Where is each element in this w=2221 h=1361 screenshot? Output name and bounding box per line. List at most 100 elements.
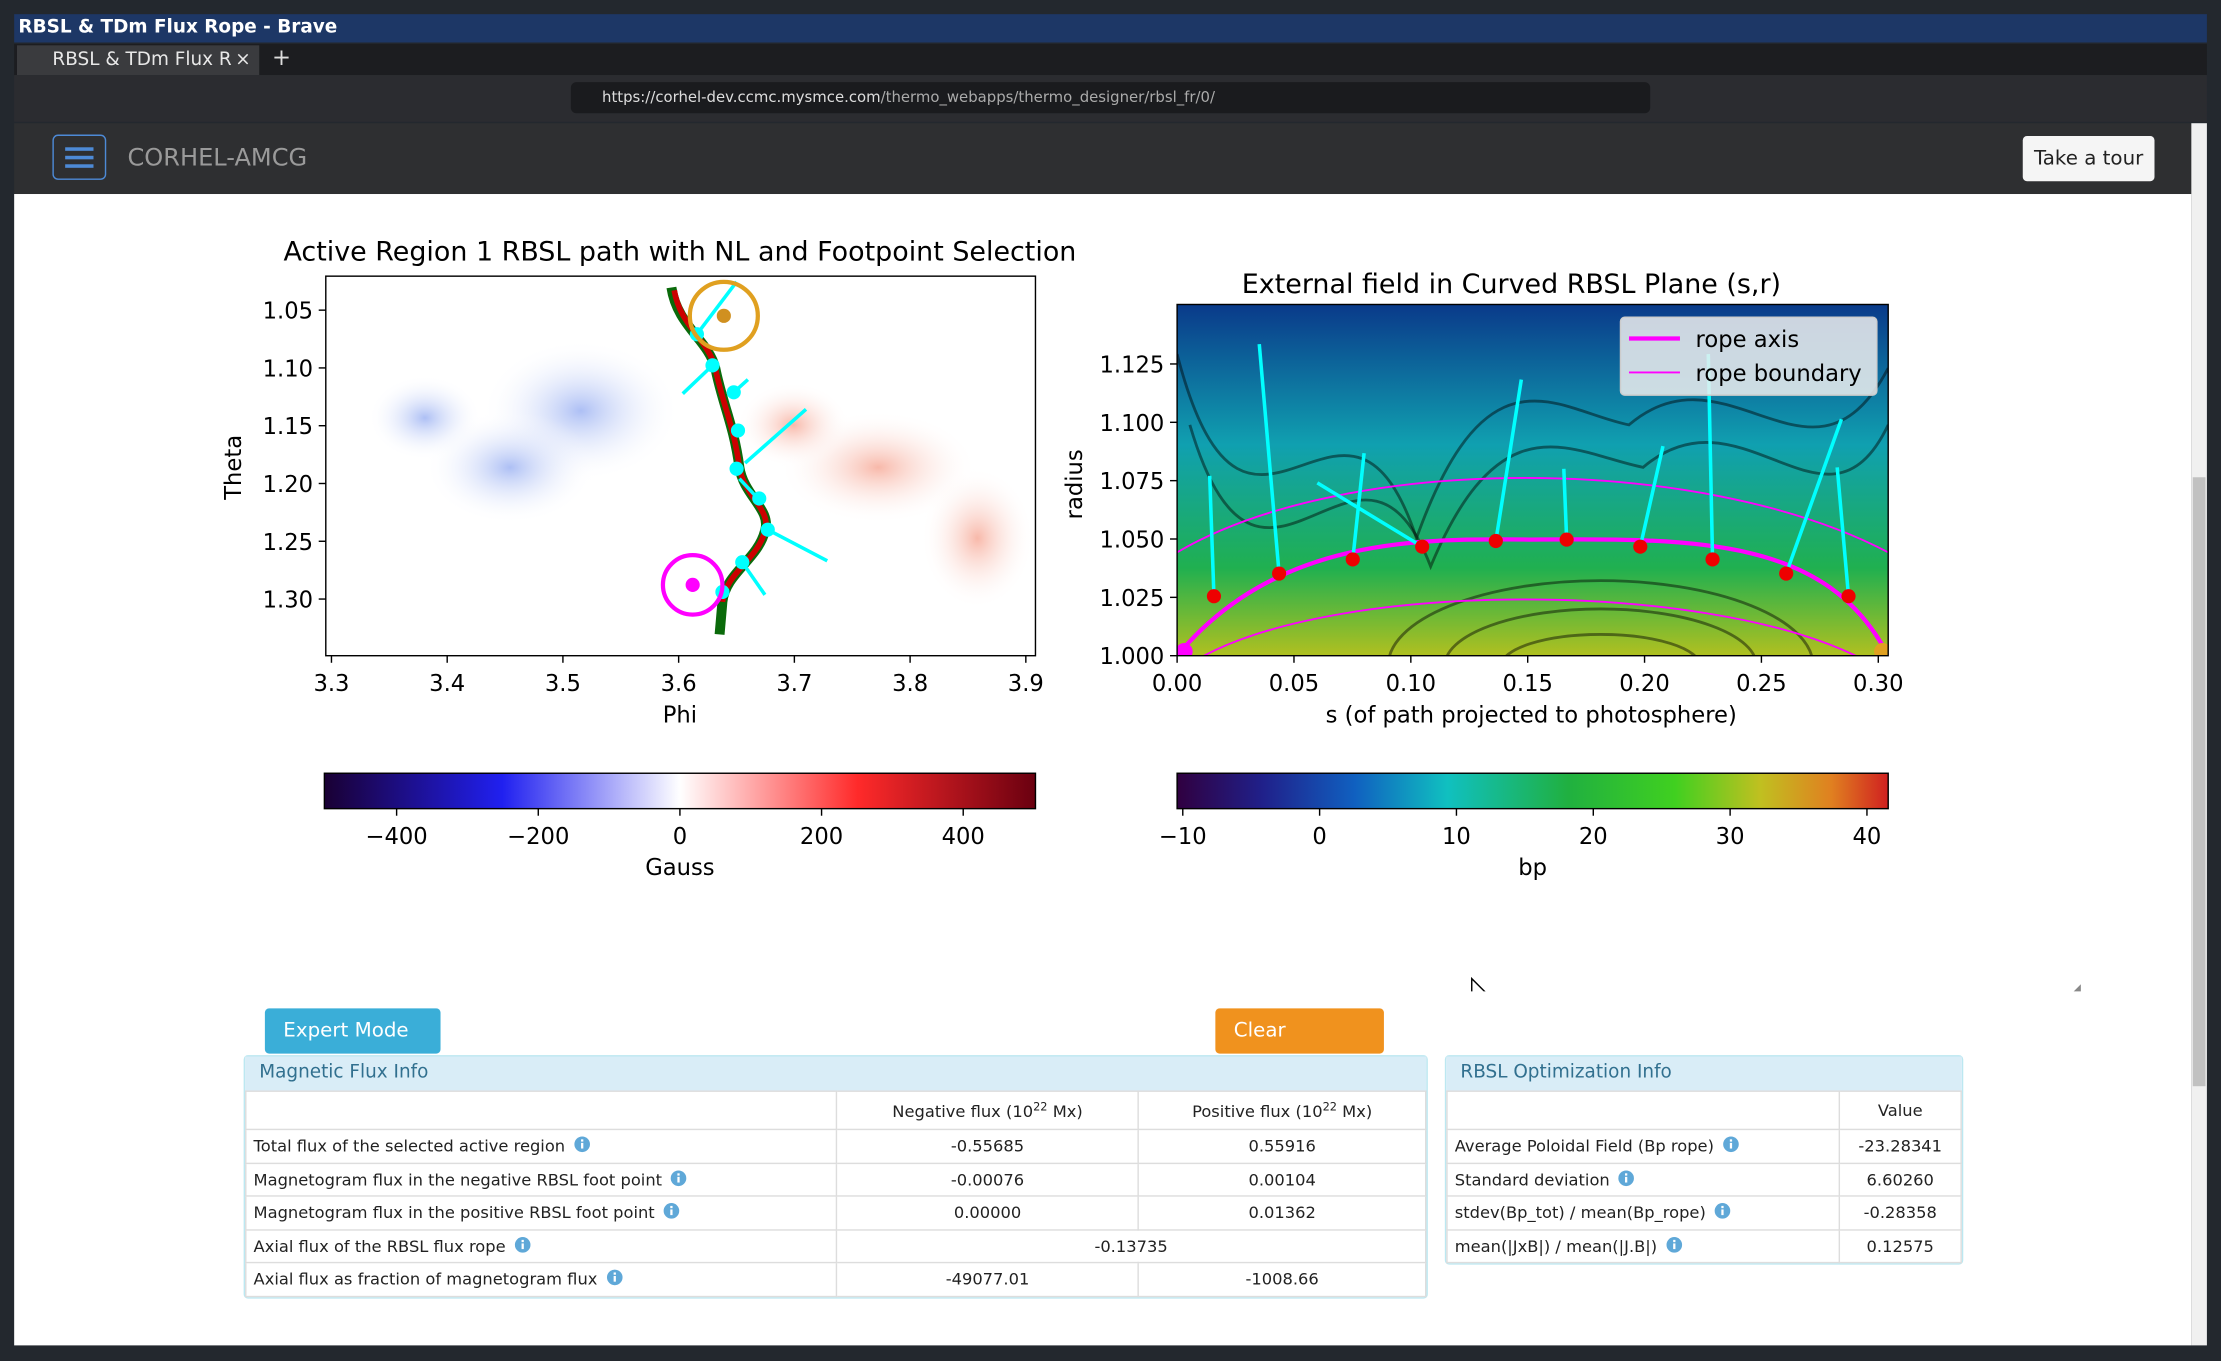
cell-text: -0.13735 bbox=[1094, 1235, 1168, 1256]
x-label: s (of path projected to photosphere) bbox=[1326, 702, 1737, 728]
table-cell: mean(|JxB|) / mean(|J.B|) bbox=[1446, 1228, 1841, 1264]
url-host: https://corhel-dev.ccmc.mysmce.com bbox=[602, 89, 881, 107]
table-cell: 6.60260 bbox=[1838, 1162, 1962, 1197]
navbar: CORHEL-AMCG Take a tour bbox=[14, 123, 2192, 195]
clear-footpoints-button[interactable]: Clear FootPoints bbox=[1215, 1008, 1384, 1088]
y-tick-label: 1.025 bbox=[1099, 586, 1164, 612]
header-sup: 22 bbox=[1322, 1099, 1337, 1113]
x-tick-label: 3.9 bbox=[1008, 671, 1044, 697]
x-tick-label: 0.00 bbox=[1152, 671, 1202, 697]
info-icon[interactable] bbox=[1714, 1203, 1732, 1220]
info-icon[interactable] bbox=[1618, 1169, 1636, 1186]
header-text: Negative flux (10 bbox=[892, 1100, 1034, 1121]
cell-text: -1008.66 bbox=[1245, 1269, 1319, 1290]
new-tab[interactable]: + bbox=[271, 43, 291, 71]
x-tick-label: 3.5 bbox=[545, 671, 581, 697]
table-cell: -1008.66 bbox=[1137, 1261, 1427, 1297]
x-tick-label: 10 bbox=[1442, 824, 1471, 850]
x-tick-label: −10 bbox=[1159, 824, 1207, 850]
table-cell: Axial flux as fraction of magnetogram fl… bbox=[245, 1261, 838, 1297]
cell-text: mean(|JxB|) / mean(|J.B|) bbox=[1454, 1235, 1658, 1256]
table-cell: 0.00104 bbox=[1137, 1162, 1427, 1197]
cell-text: -0.28358 bbox=[1863, 1202, 1937, 1223]
info-icon[interactable] bbox=[514, 1236, 532, 1253]
field-plane bbox=[1177, 304, 1889, 656]
table-cell: Magnetogram flux in the negative RBSL fo… bbox=[245, 1162, 838, 1197]
cell-text: -0.55685 bbox=[950, 1136, 1025, 1156]
plot-title: External field in Curved RBSL Plane (s,r… bbox=[1242, 269, 1781, 300]
x-tick-label: 200 bbox=[800, 824, 843, 850]
header-cell: Value bbox=[1838, 1090, 1962, 1131]
menu-icon bbox=[65, 147, 94, 168]
y-tick-label: 1.100 bbox=[1099, 411, 1164, 437]
button-label: Expert Mode bbox=[283, 1019, 409, 1043]
cell-text: 0.01362 bbox=[1248, 1202, 1316, 1223]
x-tick-label: 30 bbox=[1716, 824, 1745, 850]
cell-text: 0.00000 bbox=[953, 1202, 1022, 1223]
toolbar: https://corhel-dev.ccmc.mysmce.com/therm… bbox=[14, 75, 2207, 122]
colorbar bbox=[323, 772, 1037, 810]
table-cell: 0.55916 bbox=[1137, 1128, 1427, 1164]
table-cell: -0.28358 bbox=[1838, 1195, 1962, 1230]
expert-mode-button[interactable]: Expert Mode bbox=[264, 1008, 441, 1054]
magnetogram bbox=[325, 275, 1037, 657]
y-tick-label: 1.000 bbox=[1099, 644, 1164, 670]
table-row: Total flux of the selected active region… bbox=[245, 1128, 1427, 1164]
x-tick-label: 0.20 bbox=[1619, 671, 1669, 697]
legend: rope axis rope boundary bbox=[1619, 316, 1878, 396]
cell-text: Magnetogram flux in the positive RBSL fo… bbox=[253, 1202, 655, 1223]
y-label: Theta bbox=[221, 435, 247, 501]
scrollbar bbox=[2191, 123, 2207, 1346]
info-icon[interactable] bbox=[574, 1136, 592, 1153]
cell-text: Average Poloidal Field (Bp rope) bbox=[1454, 1136, 1714, 1156]
tab[interactable]: RBSL & TDm Flux R × bbox=[16, 45, 260, 76]
header-text: Positive flux (10 bbox=[1192, 1100, 1323, 1121]
x-tick-label: −200 bbox=[507, 824, 569, 850]
table-row: Magnetogram flux in the positive RBSL fo… bbox=[245, 1195, 1427, 1230]
cell-text: 0.55916 bbox=[1248, 1136, 1316, 1156]
x-tick-label: 0 bbox=[673, 824, 687, 850]
cell-text: -0.00076 bbox=[950, 1169, 1025, 1190]
cell-text: 0.12575 bbox=[1866, 1235, 1934, 1256]
table-cell: Axial flux of the RBSL flux rope bbox=[245, 1228, 838, 1264]
x-tick-label: 20 bbox=[1579, 824, 1608, 850]
table-cell: stdev(Bp_tot) / mean(Bp_rope) bbox=[1446, 1195, 1841, 1230]
panel-title: RBSL Optimization Info bbox=[1446, 1056, 1962, 1091]
resize-handle bbox=[2073, 984, 2081, 992]
table-cell: -0.55685 bbox=[835, 1128, 1140, 1164]
header-text: Mx) bbox=[1047, 1100, 1083, 1121]
cell-text: 6.60260 bbox=[1866, 1169, 1934, 1190]
window-title-bar: RBSL & TDm Flux Rope - Brave bbox=[14, 14, 2207, 43]
header-cell bbox=[245, 1090, 838, 1131]
flux-panel: Magnetic Flux Info Negative flux (1022 M… bbox=[243, 1055, 1428, 1298]
info-icon[interactable] bbox=[1666, 1236, 1684, 1253]
tour-button[interactable]: Take a tour bbox=[2022, 135, 2155, 182]
table-cell: -49077.01 bbox=[835, 1261, 1140, 1297]
x-tick-label: 0.30 bbox=[1853, 671, 1903, 697]
address-bar[interactable]: https://corhel-dev.ccmc.mysmce.com/therm… bbox=[570, 82, 1651, 114]
table-cell: 0.01362 bbox=[1137, 1195, 1427, 1230]
cell-text: -23.28341 bbox=[1858, 1136, 1943, 1156]
cell-text: stdev(Bp_tot) / mean(Bp_rope) bbox=[1454, 1202, 1706, 1223]
scroll-thumb[interactable] bbox=[2192, 477, 2206, 1087]
cell-text: -49077.01 bbox=[945, 1269, 1030, 1290]
x-tick-label: 3.4 bbox=[429, 671, 465, 697]
plot-title: Active Region 1 RBSL path with NL and Fo… bbox=[283, 237, 1076, 268]
brand[interactable]: CORHEL-AMCG bbox=[127, 144, 308, 173]
table-cell: 0.12575 bbox=[1838, 1228, 1962, 1264]
y-tick-label: 1.30 bbox=[263, 588, 313, 614]
table-row: Average Poloidal Field (Bp rope) -23.2834… bbox=[1446, 1128, 1962, 1164]
info-icon[interactable] bbox=[606, 1269, 624, 1286]
info-icon[interactable] bbox=[671, 1169, 689, 1186]
cell-text: Magnetogram flux in the negative RBSL fo… bbox=[253, 1169, 663, 1190]
flux-table: Negative flux (1022 Mx) Positive flux (10… bbox=[245, 1090, 1427, 1297]
menu-button[interactable] bbox=[52, 134, 107, 180]
tab-close[interactable]: × bbox=[235, 49, 251, 71]
table-row: Axial flux as fraction of magnetogram fl… bbox=[245, 1261, 1427, 1297]
info-icon[interactable] bbox=[1722, 1136, 1740, 1153]
x-tick-label: 3.7 bbox=[776, 671, 812, 697]
info-icon[interactable] bbox=[663, 1203, 681, 1220]
header-cell: Negative flux (1022 Mx) bbox=[835, 1090, 1140, 1131]
x-tick-label: 0.25 bbox=[1736, 671, 1786, 697]
